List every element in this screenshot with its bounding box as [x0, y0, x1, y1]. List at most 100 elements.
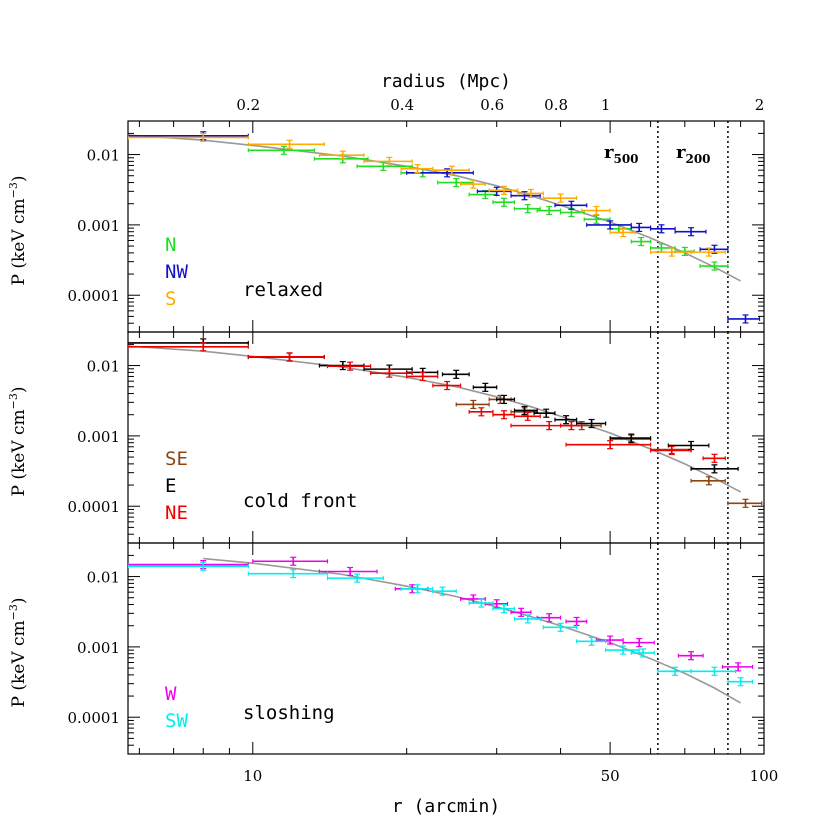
data-point — [690, 476, 726, 486]
data-point — [702, 453, 726, 463]
model-curve — [128, 134, 741, 282]
data-point — [472, 382, 498, 392]
panel-label: cold front — [243, 490, 357, 512]
y-tick-label: 0.01 — [87, 147, 120, 165]
panel-label: sloshing — [243, 702, 335, 724]
x-tick-label: 100 — [750, 767, 779, 785]
y-tick-label: 0.0001 — [68, 287, 121, 305]
data-point — [468, 407, 494, 417]
data-point — [674, 227, 707, 237]
data-point — [722, 662, 754, 672]
data-point — [565, 440, 652, 450]
data-point — [542, 193, 578, 203]
data-point — [432, 586, 457, 596]
top-tick-label: 1 — [601, 96, 611, 114]
top-tick-label: 0.4 — [390, 96, 414, 114]
data-point — [581, 205, 611, 216]
data-point — [690, 666, 737, 676]
data-point — [554, 200, 588, 210]
panels: 0.01 0.001 0.0001 P (keV cm−3) N NW S relaxed r5… — [7, 120, 765, 755]
data-point — [513, 411, 541, 421]
panel-frame — [127, 331, 765, 544]
legend-entry-NE: NE — [165, 502, 188, 524]
y-tick-label: 0.001 — [77, 639, 120, 657]
data-point — [252, 556, 329, 566]
x-axis-title: r (arcmin) — [392, 796, 500, 817]
panel-frame — [127, 120, 765, 333]
panel-label: relaxed — [243, 279, 323, 301]
series-W — [128, 556, 754, 672]
data-point — [455, 399, 490, 410]
y-tick-label: 0.001 — [77, 428, 120, 446]
y-tick-label: 0.01 — [87, 569, 120, 587]
data-point — [326, 361, 372, 371]
panel-cold-front: 0.01 0.001 0.0001 P (keV cm−3) SE E NE cold fro… — [7, 331, 765, 544]
data-point — [677, 651, 704, 661]
data-point — [128, 338, 249, 348]
series-SE — [455, 394, 763, 508]
data-point — [727, 677, 754, 687]
legend-entry-NW: NW — [165, 261, 188, 283]
data-point — [690, 247, 726, 257]
x-tick-label: 50 — [601, 767, 620, 785]
data-point — [517, 188, 544, 199]
legend-entry-W: W — [165, 683, 177, 705]
data-point — [727, 498, 763, 508]
model-curve — [203, 557, 741, 704]
model-curve — [128, 345, 741, 493]
top-tick-label: 0.6 — [480, 96, 504, 114]
panel-relaxed: 0.01 0.001 0.0001 P (keV cm−3) N NW S relaxed r5… — [7, 120, 765, 333]
data-point — [699, 261, 729, 271]
data-point — [513, 614, 541, 624]
legend-entry-S: S — [165, 288, 176, 310]
y-tick-label: 0.01 — [87, 358, 120, 376]
top-tick-label: 0.8 — [544, 96, 568, 114]
y-tick-label: 0.0001 — [68, 709, 121, 727]
legend-entry-E: E — [165, 475, 176, 497]
data-point — [356, 161, 413, 171]
series-SW — [128, 561, 754, 687]
data-point — [460, 179, 486, 189]
data-point — [554, 415, 578, 425]
data-point — [128, 561, 249, 571]
x-tick-label: 10 — [243, 767, 262, 785]
data-point — [605, 645, 640, 655]
data-point — [609, 227, 636, 238]
data-point — [128, 342, 249, 352]
data-point — [128, 132, 249, 143]
data-point — [488, 185, 519, 195]
data-point — [468, 598, 494, 608]
data-point — [510, 607, 532, 617]
data-point — [247, 569, 329, 579]
data-point — [649, 445, 692, 456]
data-point — [406, 371, 439, 382]
data-point — [492, 604, 516, 614]
data-point — [630, 236, 652, 247]
data-point — [533, 408, 556, 418]
series-S — [128, 132, 726, 257]
y-tick-label: 0.0001 — [68, 498, 121, 516]
data-point — [370, 368, 413, 378]
r200-label: r200 — [676, 142, 711, 166]
data-point — [513, 204, 541, 214]
series-NW — [128, 131, 761, 324]
data-point — [576, 636, 607, 646]
legend-entry-SW: SW — [165, 710, 188, 732]
y-tick-label: 0.001 — [77, 217, 120, 235]
data-point — [513, 405, 538, 416]
y-axis-title: P (keV cm−3) — [7, 597, 29, 707]
data-point — [536, 613, 562, 623]
data-point — [363, 156, 413, 166]
series-E — [128, 338, 739, 474]
data-point — [649, 224, 676, 234]
data-point — [318, 566, 378, 577]
legend-entry-N: N — [165, 234, 176, 256]
data-point — [565, 616, 588, 627]
data-point — [609, 433, 652, 443]
data-point — [542, 622, 578, 632]
data-point — [630, 648, 655, 658]
top-axis-title: radius (Mpc) — [381, 71, 511, 92]
data-point — [247, 352, 325, 362]
data-point — [667, 440, 710, 451]
